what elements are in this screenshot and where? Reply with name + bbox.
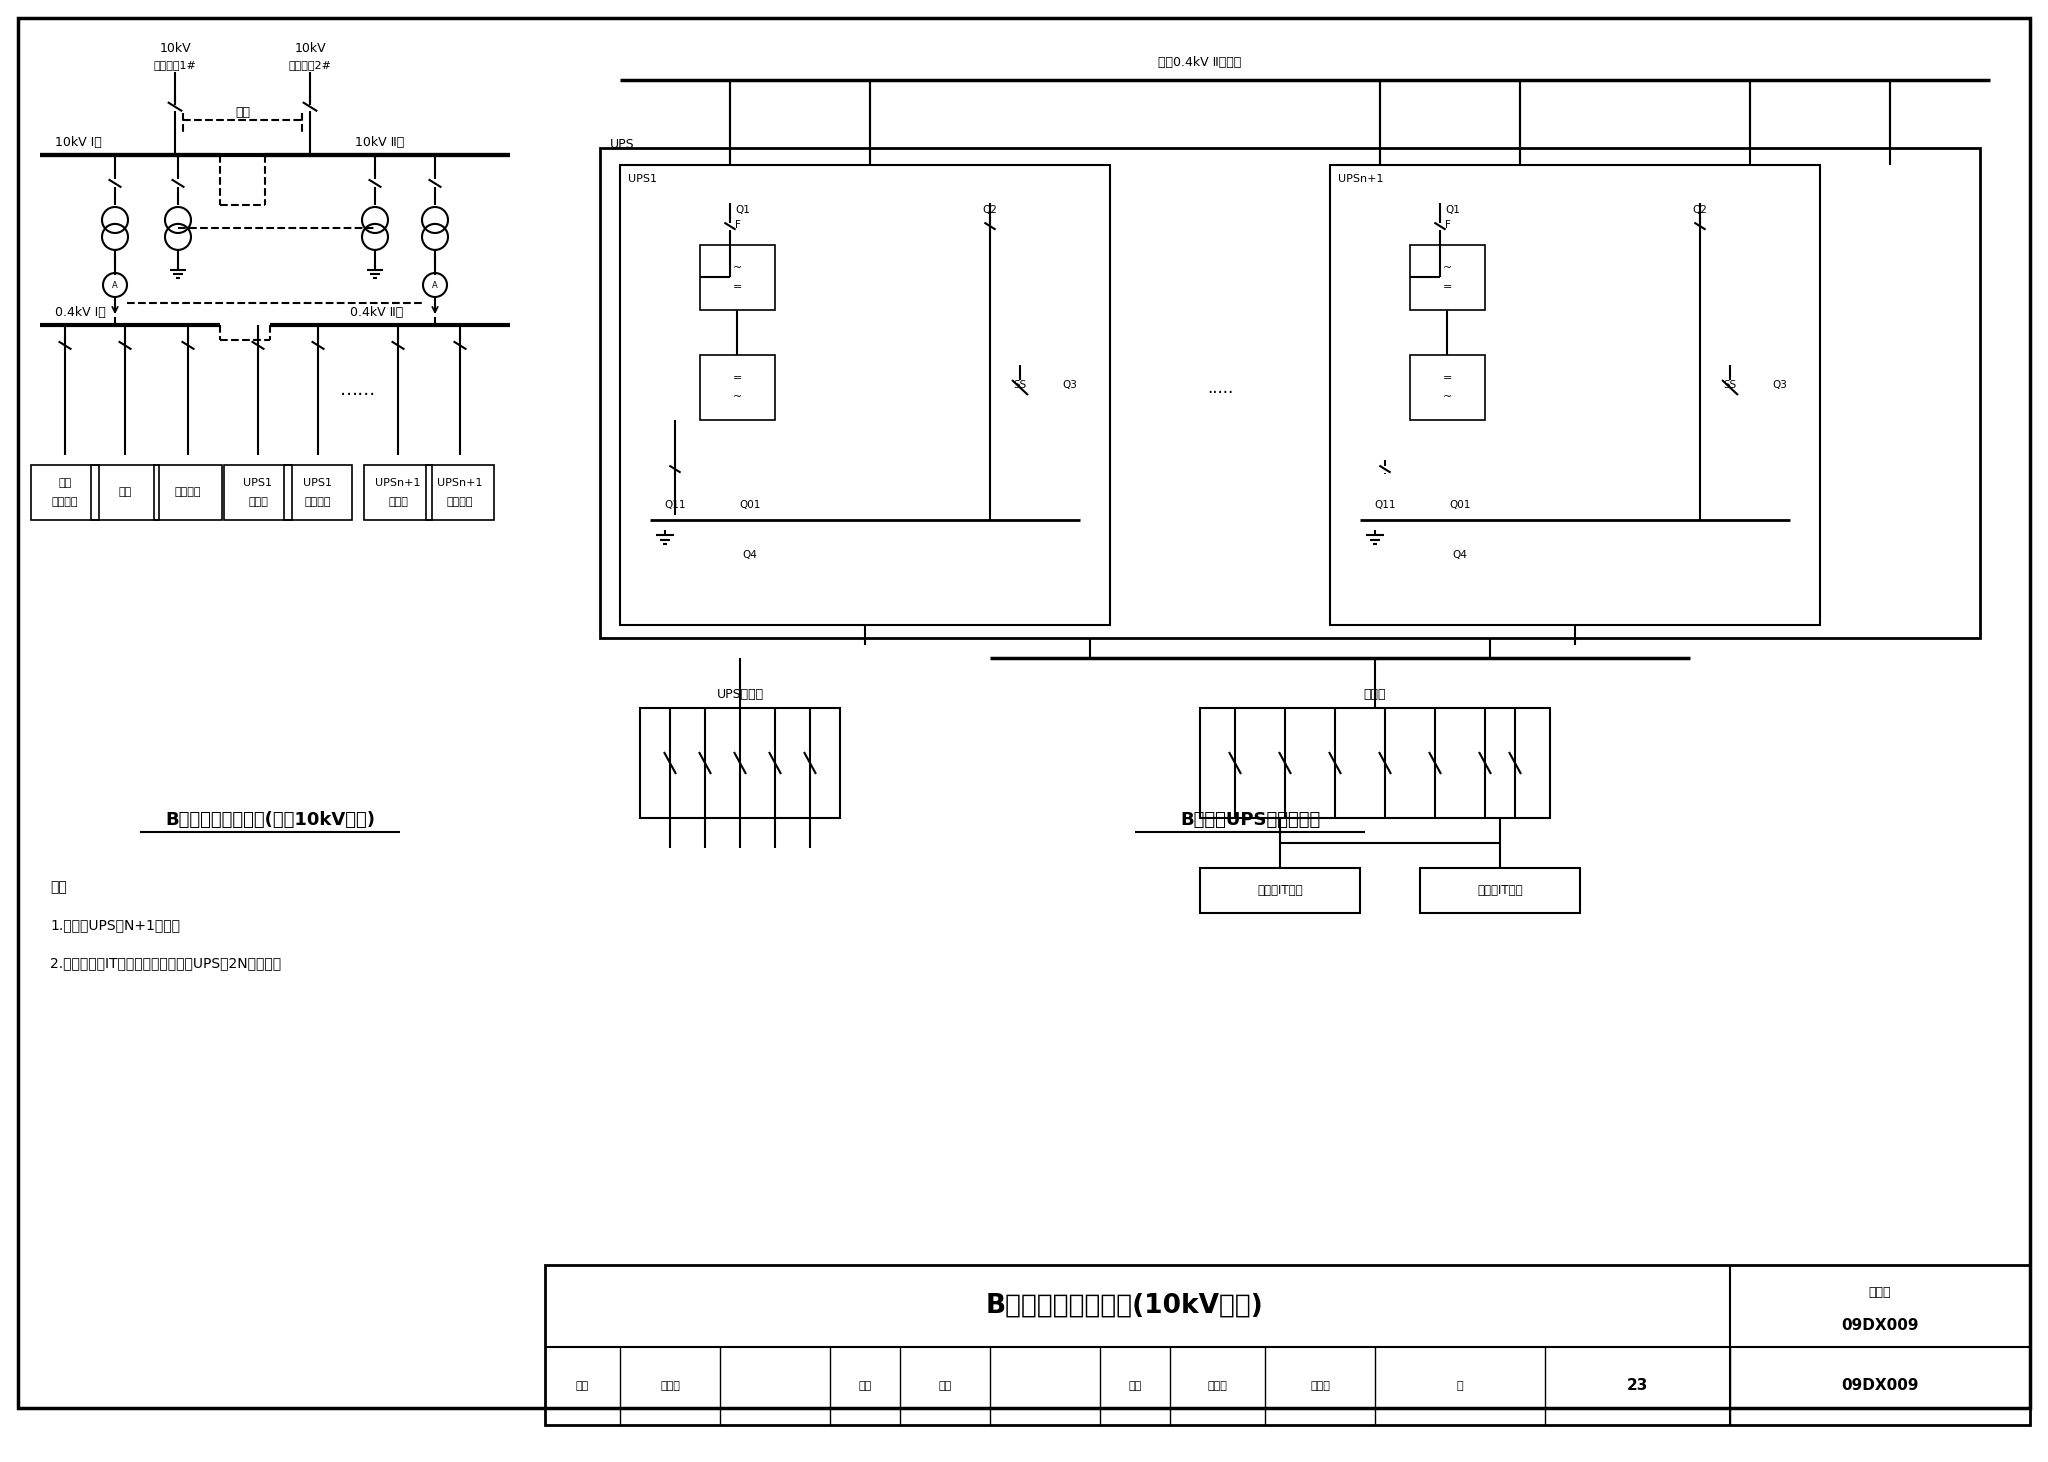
Bar [90,465,160,520]
Text: 专用空调: 专用空调 [51,497,78,507]
Text: 10kV Ⅱ段: 10kV Ⅱ段 [354,136,403,149]
Text: =: = [1442,373,1452,383]
Text: 张大光: 张大光 [1206,1382,1227,1390]
Text: 23: 23 [1626,1379,1649,1393]
Text: 0.4kV Ⅱ段: 0.4kV Ⅱ段 [350,306,403,319]
Text: Q4: Q4 [1452,550,1468,560]
Text: 主电源: 主电源 [248,497,268,507]
Text: Q2: Q2 [983,205,997,215]
Text: 校对: 校对 [858,1382,872,1390]
Bar [621,165,1110,624]
Text: 10kV: 10kV [160,41,190,54]
Text: 2.对于双电源IT设备，也可采用两组UPS（2N）供电。: 2.对于双电源IT设备，也可采用两组UPS（2N）供电。 [49,956,281,969]
Bar [1409,355,1485,420]
Bar [1200,708,1550,819]
Text: B级机房供电系统图(10kV市电): B级机房供电系统图(10kV市电) [987,1292,1264,1319]
Bar [700,355,774,420]
Text: F: F [1446,219,1450,230]
Text: 图集号: 图集号 [1868,1287,1890,1300]
Text: =: = [733,373,741,383]
Text: 照明: 照明 [119,487,131,497]
Text: 旁路电源: 旁路电源 [446,497,473,507]
Text: F: F [735,219,741,230]
Text: 主电源: 主电源 [387,497,408,507]
Text: ~: ~ [1442,263,1452,273]
Text: 设计: 设计 [1128,1382,1141,1390]
Bar [1200,868,1360,912]
Text: Q01: Q01 [1450,500,1470,510]
Text: 其他负荷: 其他负荷 [174,487,201,497]
Text: UPS配电柜: UPS配电柜 [717,687,764,700]
Text: SS: SS [1014,380,1026,390]
Text: 09DX009: 09DX009 [1841,1379,1919,1393]
Text: 孙兰: 孙兰 [938,1382,952,1390]
Text: 列头柜: 列头柜 [1364,687,1386,700]
Text: 旁路电源: 旁路电源 [305,497,332,507]
Text: Q11: Q11 [664,500,686,510]
Text: 接自0.4kV Ⅱ段母线: 接自0.4kV Ⅱ段母线 [1159,56,1241,69]
Text: 单电源IT设备: 单电源IT设备 [1477,883,1524,896]
Text: 钟景华: 钟景华 [659,1382,680,1390]
Text: SS: SS [1722,380,1737,390]
Bar [639,708,840,819]
Text: Q11: Q11 [1374,500,1397,510]
Text: UPS1: UPS1 [244,478,272,488]
Text: 注：: 注： [49,880,68,893]
Text: 页: 页 [1456,1382,1464,1390]
Bar [154,465,221,520]
Bar [426,465,494,520]
Text: ……: …… [340,382,377,399]
Text: Q3: Q3 [1063,380,1077,390]
Text: =: = [1442,282,1452,292]
Text: ~: ~ [733,392,741,402]
Text: 09DX009: 09DX009 [1841,1317,1919,1332]
Text: 张＋光: 张＋光 [1311,1382,1329,1390]
Text: Q2: Q2 [1692,205,1708,215]
Text: A: A [432,281,438,289]
Text: B级机房UPS供电系统图: B级机房UPS供电系统图 [1180,811,1321,829]
Text: UPS1: UPS1 [629,174,657,184]
Bar [285,465,352,520]
Text: 机房: 机房 [59,478,72,488]
Text: UPS: UPS [610,139,635,152]
Bar [545,1265,2030,1425]
Text: Q3: Q3 [1774,380,1788,390]
Text: 10kV Ⅰ段: 10kV Ⅰ段 [55,136,102,149]
Text: A: A [113,281,119,289]
Text: 10kV: 10kV [295,41,326,54]
Text: Q4: Q4 [743,550,758,560]
Bar [223,465,293,520]
Text: 审核: 审核 [575,1382,588,1390]
Text: 联锁: 联锁 [236,105,250,118]
Text: ~: ~ [1442,392,1452,402]
Text: UPS1: UPS1 [303,478,332,488]
Bar [1409,246,1485,310]
Bar [1329,165,1821,624]
Text: ·····: ····· [1206,385,1233,402]
Text: =: = [733,282,741,292]
Bar [1419,868,1579,912]
Bar [31,465,98,520]
Bar [365,465,432,520]
Text: Q01: Q01 [739,500,760,510]
Bar [600,148,1980,637]
Text: UPSn+1: UPSn+1 [375,478,420,488]
Text: UPSn+1: UPSn+1 [1337,174,1384,184]
Text: 双电源IT设备: 双电源IT设备 [1257,883,1303,896]
Text: 1.本方案UPS为N+1配置。: 1.本方案UPS为N+1配置。 [49,918,180,931]
Text: 市电电源1#: 市电电源1# [154,60,197,70]
Text: ~: ~ [733,263,741,273]
Text: Q1: Q1 [735,205,750,215]
Text: 市电电源2#: 市电电源2# [289,60,332,70]
Text: UPSn+1: UPSn+1 [438,478,483,488]
Text: B级机房供电系统图(两路10kV市电): B级机房供电系统图(两路10kV市电) [166,811,375,829]
Text: 0.4kV Ⅰ段: 0.4kV Ⅰ段 [55,306,106,319]
Bar [700,246,774,310]
Text: Q1: Q1 [1446,205,1460,215]
